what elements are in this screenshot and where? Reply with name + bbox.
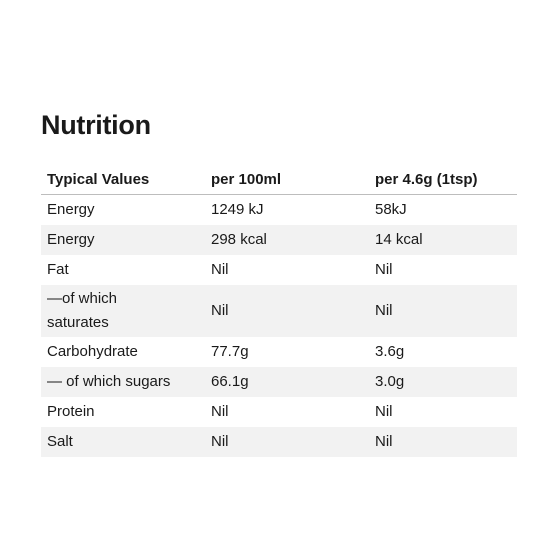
value-per-serving: 3.6g (375, 343, 405, 360)
table-row: Energy 298 kcal 14 kcal (41, 225, 517, 255)
value-per-100ml: Nil (211, 403, 229, 420)
value-per-100ml: 66.1g (205, 367, 369, 397)
nutrient-label: Fat (47, 261, 69, 278)
value-per-100ml: Nil (211, 261, 229, 278)
value-per-serving: Nil (369, 285, 517, 337)
value-per-100ml: Nil (205, 427, 369, 457)
nutrient-label: — of which sugars (41, 367, 205, 397)
table-row: Fat Nil Nil (41, 255, 517, 285)
column-header-per-serving: per 4.6g (1tsp) (369, 164, 517, 195)
table-row: — of which sugars 66.1g 3.0g (41, 367, 517, 397)
column-header-typical-values: Typical Values (41, 164, 205, 195)
table-row: Carbohydrate 77.7g 3.6g (41, 337, 517, 367)
nutrient-label: Carbohydrate (47, 343, 138, 360)
nutrient-label: Salt (41, 427, 205, 457)
nutrient-label: —of which saturates (41, 285, 205, 337)
value-per-serving: Nil (369, 427, 517, 457)
table-row: —of which saturates Nil Nil (41, 285, 517, 337)
value-per-serving: Nil (375, 261, 393, 278)
page-title: Nutrition (41, 110, 151, 140)
value-per-serving: 58kJ (375, 201, 407, 218)
table-row: Energy 1249 kJ 58kJ (41, 195, 517, 226)
value-per-100ml: Nil (205, 285, 369, 337)
table-row: Salt Nil Nil (41, 427, 517, 457)
table-row: Protein Nil Nil (41, 397, 517, 427)
value-per-100ml: 298 kcal (205, 225, 369, 255)
nutrient-label: Protein (47, 403, 95, 420)
value-per-serving: 14 kcal (369, 225, 517, 255)
column-header-per-100ml: per 100ml (205, 164, 369, 195)
nutrient-label: Energy (41, 225, 205, 255)
value-per-serving: 3.0g (369, 367, 517, 397)
nutrient-label: Energy (47, 201, 95, 218)
table-header-row: Typical Values per 100ml per 4.6g (1tsp) (41, 164, 517, 195)
value-per-100ml: 1249 kJ (211, 201, 264, 218)
value-per-serving: Nil (375, 403, 393, 420)
nutrition-table: Typical Values per 100ml per 4.6g (1tsp)… (41, 164, 517, 457)
value-per-100ml: 77.7g (211, 343, 249, 360)
